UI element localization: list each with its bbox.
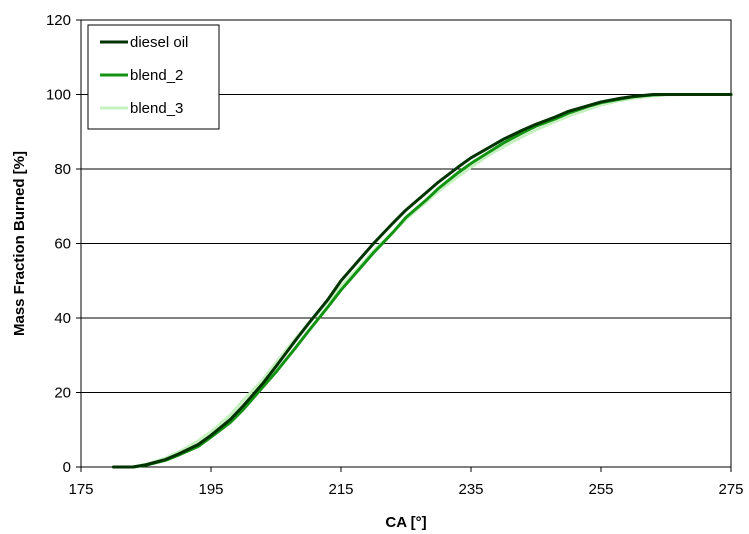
- x-tick-label: 195: [198, 481, 223, 498]
- y-tick-label: 100: [46, 87, 71, 104]
- y-tick-label: 20: [54, 385, 71, 402]
- legend: diesel oil blend_2 blend_3: [87, 24, 220, 130]
- y-tick-label: 60: [54, 236, 71, 253]
- legend-label: diesel oil: [130, 34, 188, 51]
- x-tick-label: 235: [458, 481, 483, 498]
- grid-layer: [81, 94, 731, 393]
- series-layer: [112, 93, 733, 469]
- y-tick-label: 0: [63, 459, 71, 476]
- x-axis-title: CA [°]: [385, 514, 426, 531]
- legend-label: blend_3: [130, 100, 183, 117]
- series-line-diesel-oil: [112, 93, 733, 469]
- y-tick-label: 120: [46, 12, 71, 29]
- y-axis-title: Mass Fraction Burned [%]: [11, 151, 28, 336]
- y-tick-label: 40: [54, 310, 71, 327]
- x-tick-label: 215: [328, 481, 353, 498]
- x-tick-label: 175: [68, 481, 93, 498]
- series-line-blend-3: [112, 93, 733, 469]
- legend-label: blend_2: [130, 67, 183, 84]
- y-tick-label: 80: [54, 161, 71, 178]
- series-line-blend-2: [112, 93, 733, 469]
- x-tick-label: 255: [588, 481, 613, 498]
- axis-layer: 0 20 40 60 80 100 120 175 195 215 235 255 275: [46, 12, 744, 498]
- x-tick-label: 275: [718, 481, 743, 498]
